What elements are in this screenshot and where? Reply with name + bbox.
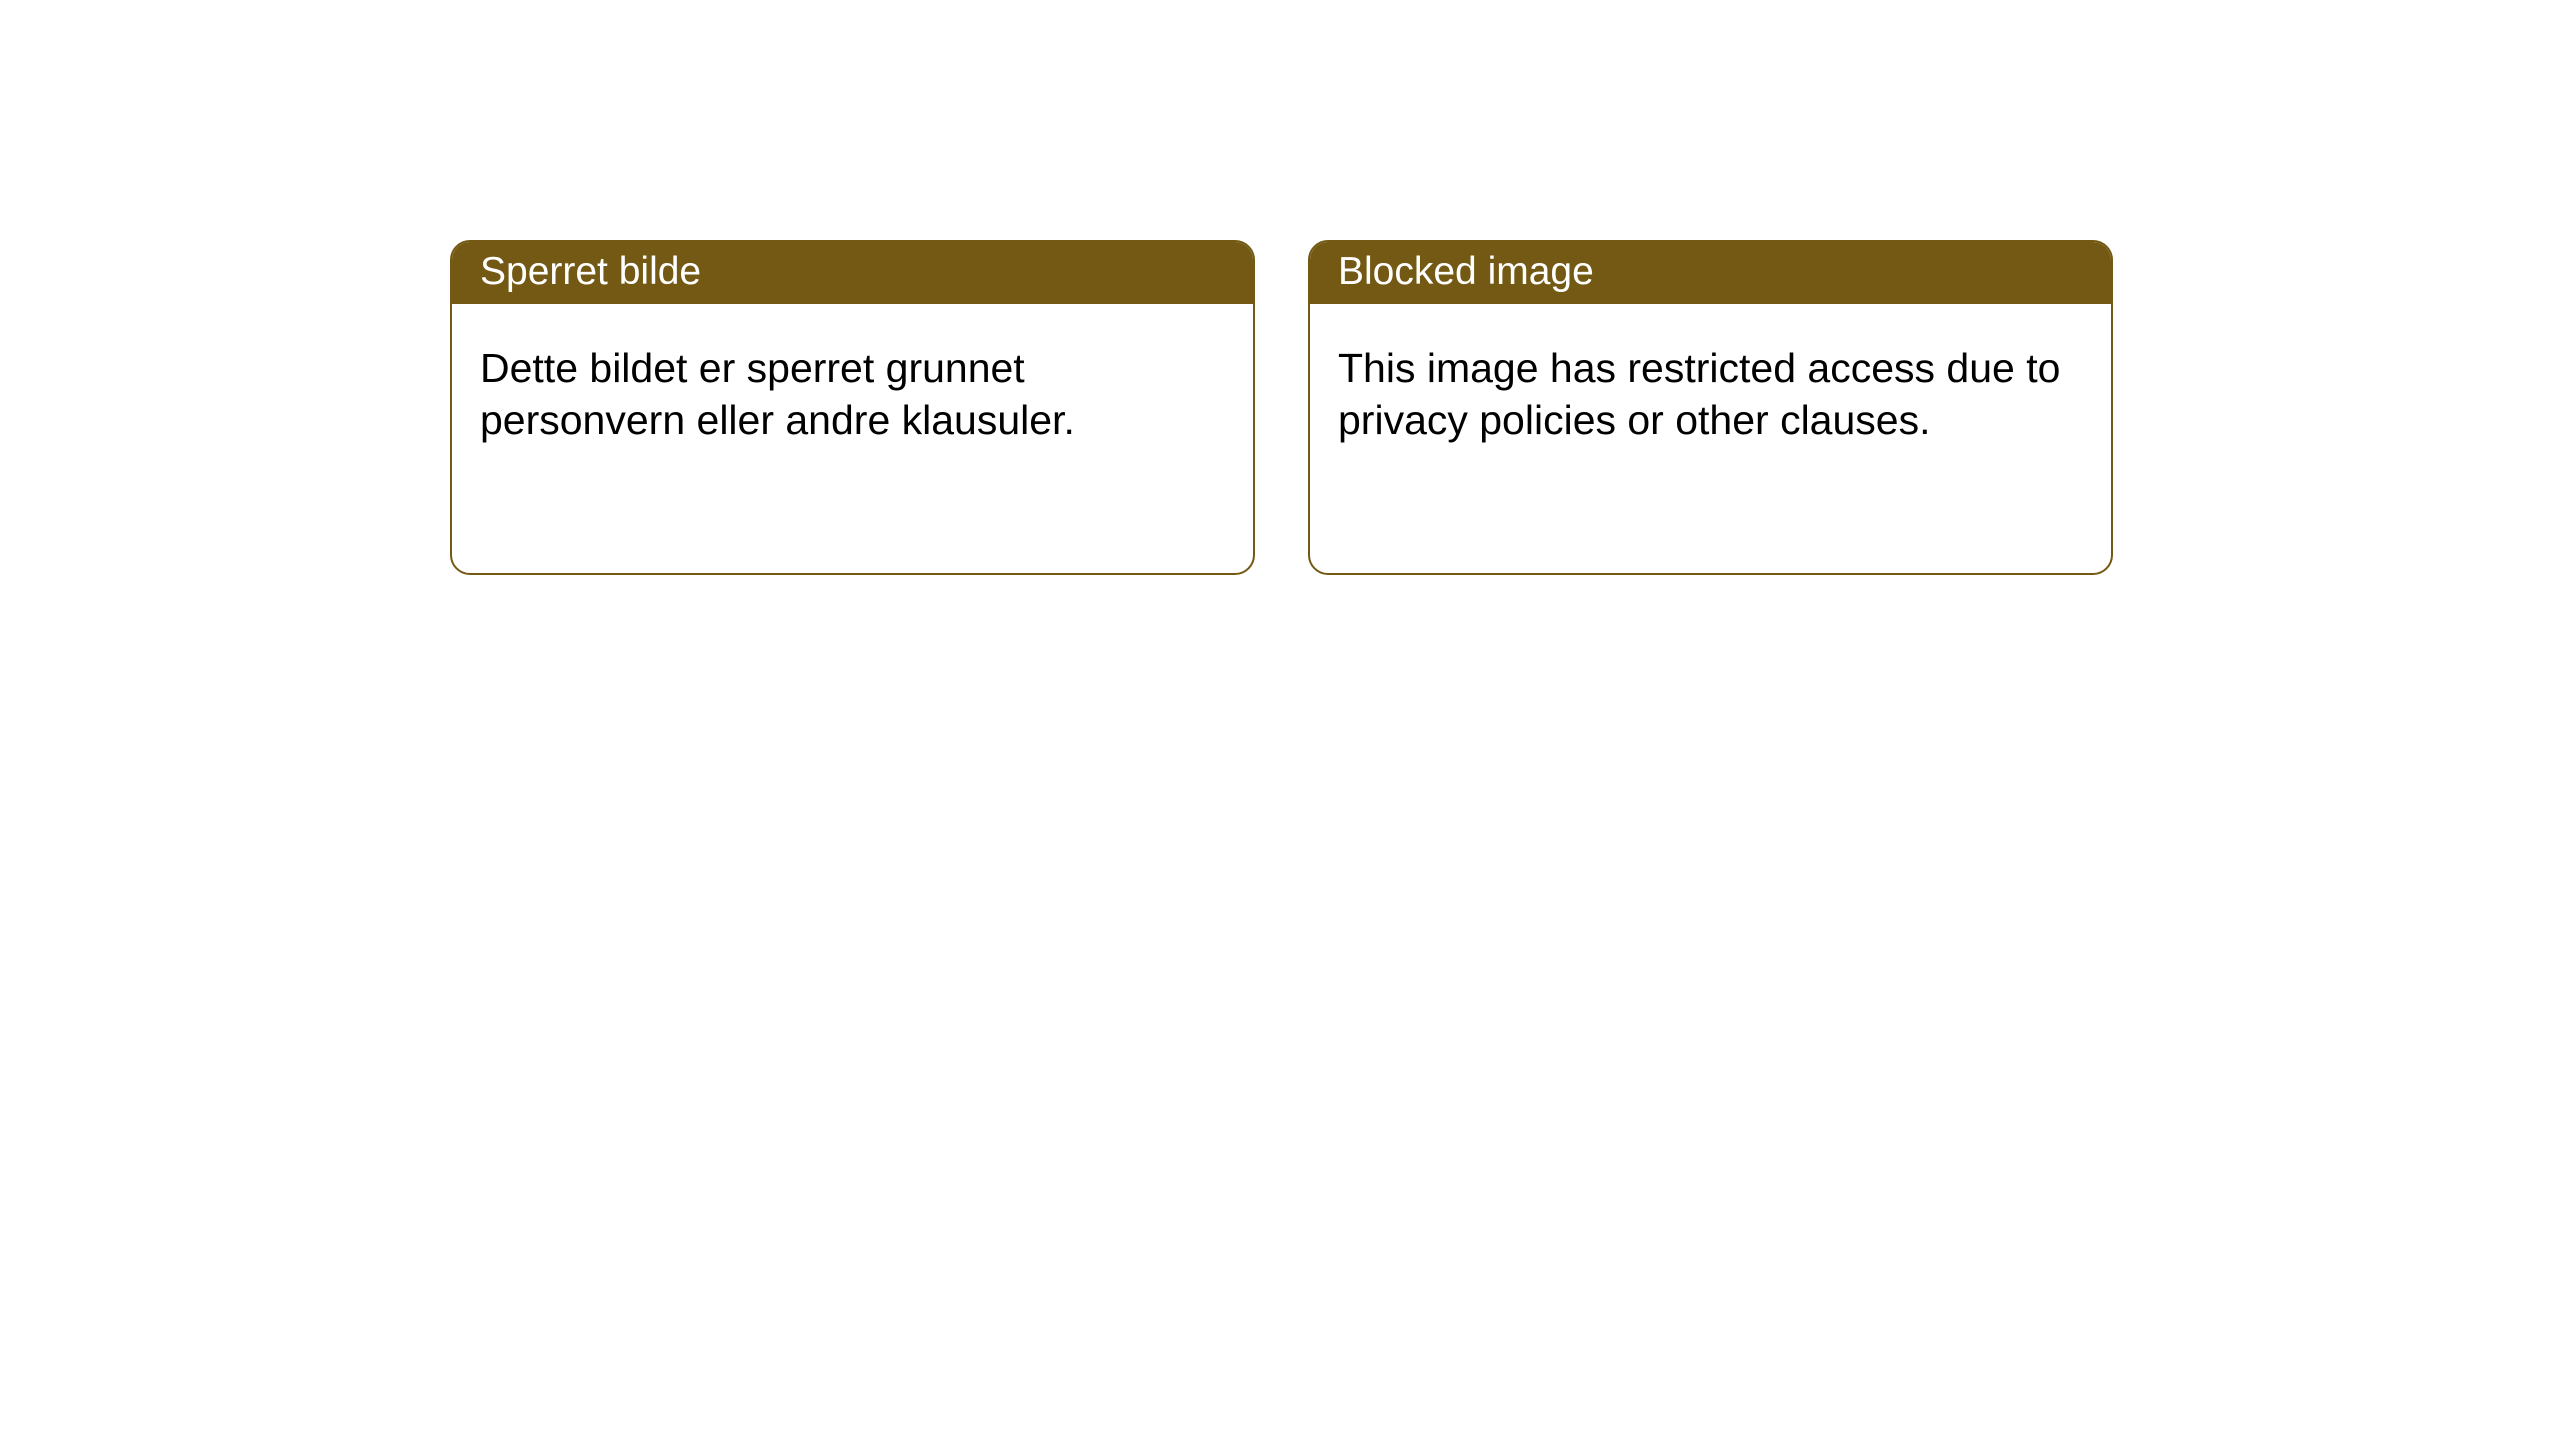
notice-container: Sperret bilde Dette bildet er sperret gr…	[0, 0, 2560, 575]
card-title-norwegian: Sperret bilde	[480, 250, 701, 293]
card-text-english: This image has restricted access due to …	[1338, 345, 2060, 443]
card-header-english: Blocked image	[1310, 242, 2111, 304]
card-text-norwegian: Dette bildet er sperret grunnet personve…	[480, 345, 1075, 443]
card-header-norwegian: Sperret bilde	[452, 242, 1253, 304]
card-body-norwegian: Dette bildet er sperret grunnet personve…	[452, 304, 1253, 475]
card-body-english: This image has restricted access due to …	[1310, 304, 2111, 475]
notice-card-english: Blocked image This image has restricted …	[1308, 240, 2113, 575]
card-title-english: Blocked image	[1338, 250, 1594, 293]
notice-card-norwegian: Sperret bilde Dette bildet er sperret gr…	[450, 240, 1255, 575]
